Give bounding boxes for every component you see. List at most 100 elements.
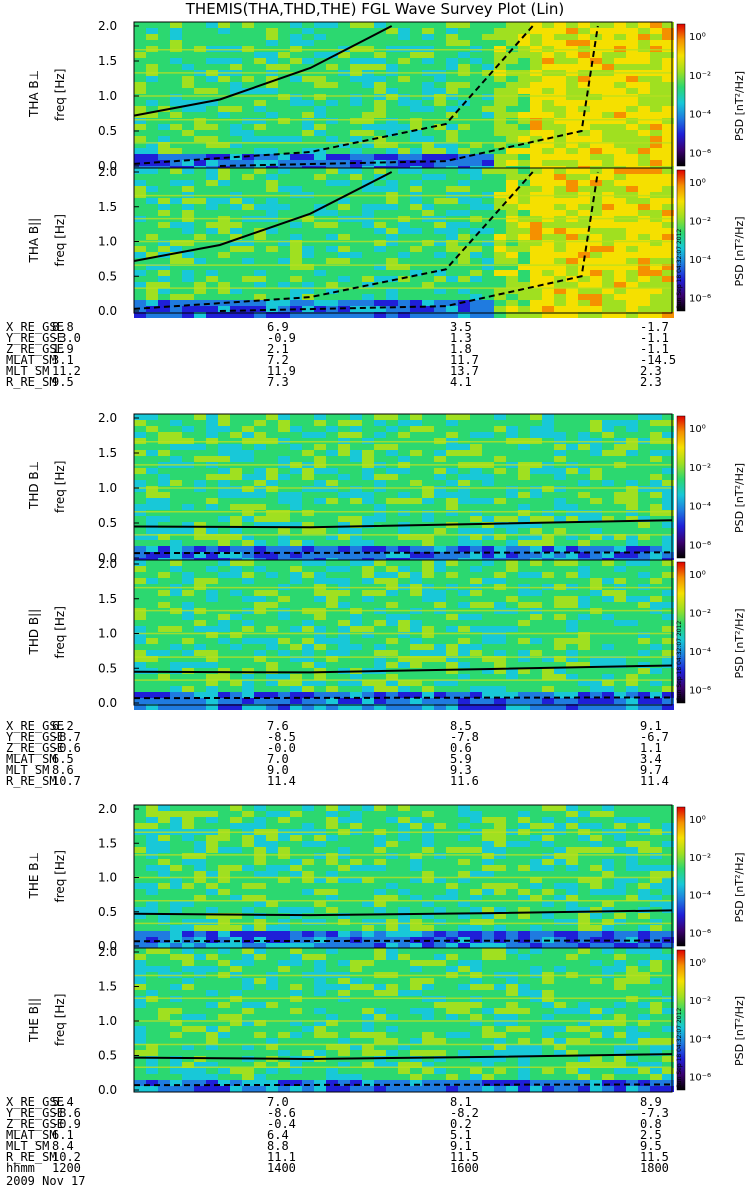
spectrogram-cell — [266, 704, 278, 710]
spectrogram-cell — [386, 805, 398, 811]
spectrogram-cell — [398, 94, 410, 100]
spectrogram-cell — [278, 28, 290, 34]
spectrogram-cell — [554, 552, 566, 558]
spectrogram-cell — [254, 444, 266, 450]
spectrogram-cell — [158, 438, 170, 444]
spectrogram-cell — [470, 644, 482, 650]
spectrogram-cell — [326, 100, 338, 106]
spectrogram-cell — [650, 28, 662, 34]
spectrogram-cell — [590, 148, 602, 154]
spectrogram-cell — [590, 468, 602, 474]
spectrogram-cell — [134, 58, 146, 64]
spectrogram-cell — [566, 620, 578, 626]
spectrogram-cell — [626, 602, 638, 608]
spectrogram-cell — [170, 58, 182, 64]
spectrogram-cell — [506, 180, 518, 186]
spectrogram-cell — [362, 811, 374, 817]
spectrogram-cell — [482, 204, 494, 210]
spectrogram-cell — [290, 540, 302, 546]
spectrogram-cell — [650, 426, 662, 432]
spectrogram-cell — [194, 596, 206, 602]
spectrogram-cell — [590, 596, 602, 602]
spectrogram-cell — [578, 300, 590, 306]
spectrogram-cell — [206, 234, 218, 240]
spectrogram-cell — [626, 28, 638, 34]
spectrogram-cell — [398, 546, 410, 552]
spectrogram-cell — [146, 698, 158, 704]
spectrogram-cell — [134, 282, 146, 288]
spectrogram-cell — [194, 306, 206, 312]
spectrogram-cell — [578, 566, 590, 572]
spectrogram-cell — [446, 680, 458, 686]
spectrogram-cell — [434, 486, 446, 492]
spectrogram-cell — [542, 444, 554, 450]
colorbar — [676, 561, 686, 704]
spectrogram-cell — [314, 180, 326, 186]
spectrogram-cell — [182, 674, 194, 680]
spectrogram-cell — [182, 130, 194, 136]
spectrogram-cell — [458, 811, 470, 817]
spectrogram-cell — [218, 426, 230, 432]
spectrogram-cell — [626, 438, 638, 444]
spectrogram-cell — [134, 841, 146, 847]
spectrogram-cell — [542, 510, 554, 516]
spectrogram-cell — [398, 468, 410, 474]
spectrogram-cell — [374, 805, 386, 811]
spectrogram-cell — [338, 100, 350, 106]
spectrogram-cell — [362, 240, 374, 246]
spectrogram-cell — [494, 288, 506, 294]
spectrogram-cell — [266, 823, 278, 829]
spectrogram-cell — [614, 692, 626, 698]
spectrogram-cell — [422, 130, 434, 136]
spectrogram-cell — [194, 823, 206, 829]
spectrogram-cell — [590, 294, 602, 300]
spectrogram-cell — [134, 46, 146, 52]
spectrogram-cell — [482, 510, 494, 516]
spectrogram-cell — [242, 662, 254, 668]
spectrogram-cell — [134, 294, 146, 300]
spectrogram-cell — [530, 258, 542, 264]
spectrogram-cell — [530, 288, 542, 294]
spectrogram-cell — [194, 662, 206, 668]
spectrogram-cell — [662, 306, 674, 312]
spectrogram-cell — [590, 656, 602, 662]
spectrogram-cell — [482, 692, 494, 698]
spectrogram-cell — [578, 614, 590, 620]
spectrogram-cell — [338, 282, 350, 288]
spectrogram-cell — [590, 841, 602, 847]
spectrogram-cell — [278, 40, 290, 46]
spectrogram-cell — [518, 817, 530, 823]
spectrogram-cell — [506, 210, 518, 216]
spectrogram-cell — [410, 704, 422, 710]
spectrogram-cell — [434, 252, 446, 258]
y-tick-label: 0.5 — [98, 516, 117, 530]
spectrogram-cell — [530, 638, 542, 644]
spectrogram-cell — [410, 438, 422, 444]
spectrogram-cell — [566, 58, 578, 64]
spectrogram-cell — [518, 552, 530, 558]
spectrogram-cell — [650, 668, 662, 674]
spectrogram-cell — [242, 414, 254, 420]
spectrogram-cell — [482, 817, 494, 823]
spectrogram-cell — [170, 450, 182, 456]
spectrogram-cell — [314, 124, 326, 130]
spectrogram-cell — [374, 264, 386, 270]
spectrogram-cell — [170, 456, 182, 462]
spectrogram-cell — [518, 270, 530, 276]
spectrogram-cell — [374, 650, 386, 656]
spectrogram-cell — [506, 841, 518, 847]
spectrogram-cell — [194, 288, 206, 294]
spectrogram-cell — [242, 288, 254, 294]
spectrogram-cell — [422, 474, 434, 480]
spectrogram-cell — [590, 668, 602, 674]
spectrogram-cell — [410, 34, 422, 40]
spectrogram-cell — [170, 306, 182, 312]
spectrogram-cell — [134, 468, 146, 474]
spectrogram-cell — [434, 64, 446, 70]
spectrogram-cell — [518, 154, 530, 160]
spectrogram-cell — [434, 632, 446, 638]
spectrogram-cell — [326, 650, 338, 656]
spectrogram-cell — [182, 136, 194, 142]
spectrogram-cell — [146, 522, 158, 528]
spectrogram-cell — [410, 204, 422, 210]
